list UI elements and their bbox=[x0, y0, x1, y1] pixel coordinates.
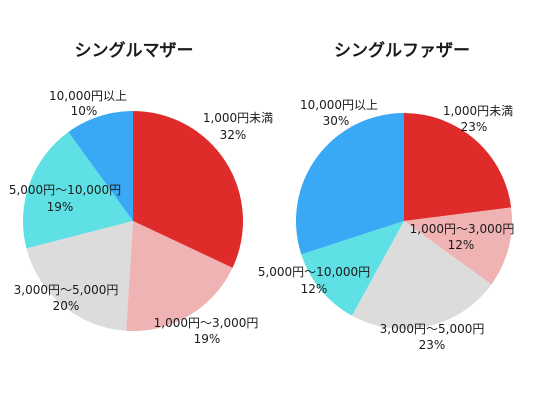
pie-slice-father-5000-10000 bbox=[301, 221, 404, 316]
chart-title-father: シングルファザー bbox=[334, 40, 470, 61]
chart-title-mother: シングルマザー bbox=[75, 40, 194, 61]
pie-slice-mother-1000-3000 bbox=[126, 221, 233, 331]
label-mother-over10000: 10,000円以上 bbox=[49, 89, 127, 103]
pct-mother-under1000: 32% bbox=[220, 128, 247, 142]
pct-father-3000-5000: 23% bbox=[419, 338, 446, 352]
pct-mother-5000-10000: 19% bbox=[47, 200, 74, 214]
label-father-under1000: 1,000円未満 bbox=[443, 104, 513, 118]
pct-father-1000-3000: 12% bbox=[448, 238, 475, 252]
chart-mother: シングルマザー 10,000円以上 10% 1,000円未満 32% 5,000… bbox=[9, 40, 273, 346]
slices-father bbox=[296, 113, 512, 329]
label-mother-1000-3000: 1,000円〜3,000円 bbox=[154, 316, 259, 330]
pct-mother-1000-3000: 19% bbox=[194, 332, 221, 346]
label-father-over10000: 10,000円以上 bbox=[300, 98, 378, 112]
chart-father: シングルファザー 10,000円以上 30% 1,000円未満 23% 1,00… bbox=[258, 40, 515, 352]
pie-slice-father-3000-5000 bbox=[351, 221, 492, 329]
pct-father-under1000: 23% bbox=[461, 120, 488, 134]
label-mother-3000-5000: 3,000円〜5,000円 bbox=[14, 283, 119, 297]
pie-slice-mother-under-1000 bbox=[133, 111, 243, 268]
pie-slice-father-under-1000 bbox=[404, 113, 512, 221]
pct-father-over10000: 30% bbox=[323, 114, 350, 128]
pie-slice-father-1000-3000 bbox=[404, 207, 512, 285]
label-father-1000-3000: 1,000円〜3,000円 bbox=[410, 222, 515, 236]
label-father-3000-5000: 3,000円〜5,000円 bbox=[380, 322, 485, 336]
pie-slice-mother-3000-5000 bbox=[26, 221, 133, 331]
pct-mother-over10000: 10% bbox=[71, 104, 98, 118]
label-mother-under1000: 1,000円未満 bbox=[203, 111, 273, 125]
slices-mother bbox=[23, 111, 243, 331]
label-father-5000-10000: 5,000円〜10,000円 bbox=[258, 265, 370, 279]
pct-father-5000-10000: 12% bbox=[301, 282, 328, 296]
pie-slice-mother-over-10000 bbox=[68, 111, 133, 221]
pct-mother-3000-5000: 20% bbox=[53, 299, 80, 313]
pie-slice-father-over-10000 bbox=[296, 113, 404, 255]
pie-slice-mother-5000-10000 bbox=[23, 132, 133, 249]
label-mother-5000-10000: 5,000円〜10,000円 bbox=[9, 183, 121, 197]
